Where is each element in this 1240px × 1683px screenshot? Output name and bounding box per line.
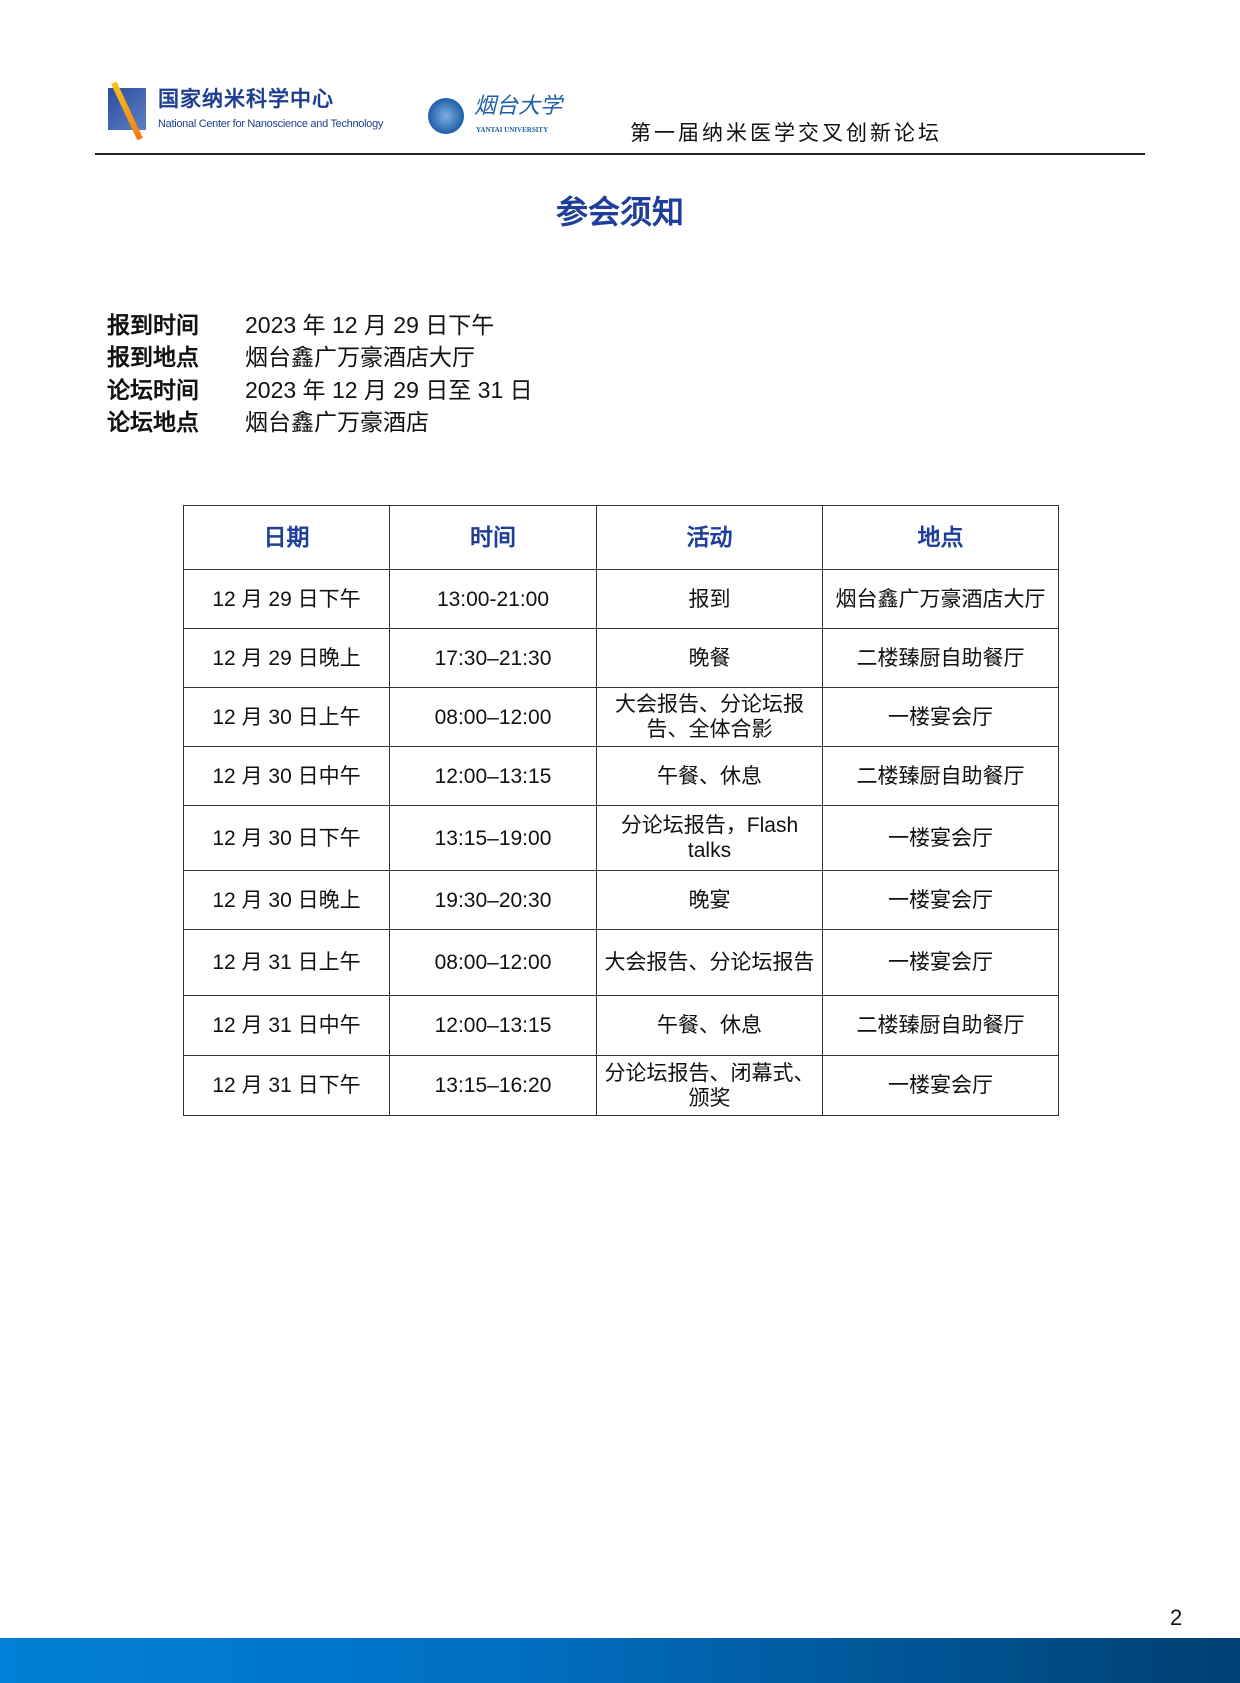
info-row: 论坛时间 2023 年 12 月 29 日至 31 日 (107, 376, 533, 404)
cell-time: 13:00-21:00 (389, 569, 597, 629)
ncnst-logo: 国家纳米科学中心 National Center for Nanoscience… (108, 82, 413, 144)
info-value: 烟台鑫广万豪酒店 (245, 409, 429, 435)
table-row: 12 月 31 日上午 08:00–12:00 大会报告、分论坛报告 一楼宴会厅 (183, 929, 1059, 996)
info-value: 2023 年 12 月 29 日下午 (245, 312, 495, 338)
ncnst-emblem-icon (108, 88, 146, 130)
cell-location: 一楼宴会厅 (822, 1055, 1059, 1116)
header-date: 日期 (183, 505, 390, 570)
cell-date: 12 月 31 日中午 (183, 995, 390, 1056)
table-header-row: 日期 时间 活动 地点 (183, 505, 1059, 570)
cell-date: 12 月 30 日晚上 (183, 870, 390, 930)
table-row: 12 月 31 日中午 12:00–13:15 午餐、休息 二楼臻厨自助餐厅 (183, 995, 1059, 1056)
table-row: 12 月 30 日下午 13:15–19:00 分论坛报告，Flash talks 一… (183, 805, 1059, 871)
cell-activity: 晚宴 (596, 870, 823, 930)
info-row: 报到时间 2023 年 12 月 29 日下午 (107, 311, 494, 339)
ytu-name-cn: 烟台大学 (474, 94, 563, 119)
ytu-seal-icon (428, 98, 464, 134)
cell-location: 一楼宴会厅 (822, 687, 1059, 747)
cell-location: 一楼宴会厅 (822, 929, 1059, 996)
cell-time: 12:00–13:15 (389, 746, 597, 806)
page-title: 参会须知 (555, 194, 684, 230)
cell-activity: 大会报告、分论坛报告、全体合影 (596, 687, 823, 747)
info-row: 论坛地点 烟台鑫广万豪酒店 (107, 408, 429, 436)
cell-location: 二楼臻厨自助餐厅 (822, 628, 1059, 688)
cell-date: 12 月 31 日下午 (183, 1055, 390, 1116)
ncnst-name-en: National Center for Nanoscience and Tech… (158, 118, 384, 130)
cell-time: 13:15–19:00 (389, 805, 597, 871)
table-row: 12 月 30 日晚上 19:30–20:30 晚宴 一楼宴会厅 (183, 870, 1059, 930)
cell-time: 12:00–13:15 (389, 995, 597, 1056)
cell-activity: 午餐、休息 (596, 995, 823, 1056)
cell-activity: 分论坛报告，Flash talks (596, 805, 823, 871)
info-value: 烟台鑫广万豪酒店大厅 (245, 344, 475, 370)
table-row: 12 月 29 日下午 13:00-21:00 报到 烟台鑫广万豪酒店大厅 (183, 569, 1059, 629)
footer-bar (0, 1638, 1240, 1683)
info-label: 论坛时间 (107, 377, 199, 403)
cell-time: 08:00–12:00 (389, 929, 597, 996)
page-number: 2 (1170, 1605, 1183, 1630)
info-label: 报到时间 (107, 312, 199, 338)
cell-activity: 分论坛报告、闭幕式、颁奖 (596, 1055, 823, 1116)
cell-activity: 大会报告、分论坛报告 (596, 929, 823, 996)
cell-time: 13:15–16:20 (389, 1055, 597, 1116)
table-row: 12 月 30 日中午 12:00–13:15 午餐、休息 二楼臻厨自助餐厅 (183, 746, 1059, 806)
cell-location: 烟台鑫广万豪酒店大厅 (822, 569, 1059, 629)
cell-time: 19:30–20:30 (389, 870, 597, 930)
info-value: 2023 年 12 月 29 日至 31 日 (245, 377, 533, 403)
cell-time: 17:30–21:30 (389, 628, 597, 688)
header-time: 时间 (389, 505, 597, 570)
cell-date: 12 月 30 日下午 (183, 805, 390, 871)
cell-date: 12 月 29 日下午 (183, 569, 390, 629)
table-row: 12 月 31 日下午 13:15–16:20 分论坛报告、闭幕式、颁奖 一楼宴会厅 (183, 1055, 1059, 1116)
forum-title: 第一届纳米医学交叉创新论坛 (630, 121, 942, 145)
cell-date: 12 月 30 日中午 (183, 746, 390, 806)
info-label: 报到地点 (107, 344, 199, 370)
info-label: 论坛地点 (107, 409, 199, 435)
header-activity: 活动 (596, 505, 823, 570)
cell-location: 二楼臻厨自助餐厅 (822, 746, 1059, 806)
table-row: 12 月 30 日上午 08:00–12:00 大会报告、分论坛报告、全体合影 一楼宴… (183, 687, 1059, 747)
ytu-name-en: YANTAI UNIVERSITY (476, 126, 549, 134)
header-location: 地点 (822, 505, 1059, 570)
cell-activity: 报到 (596, 569, 823, 629)
table-row: 12 月 29 日晚上 17:30–21:30 晚餐 二楼臻厨自助餐厅 (183, 628, 1059, 688)
schedule-table: 日期 时间 活动 地点 12 月 29 日下午 13:00-21:00 报到 烟台鑫广… (183, 505, 1059, 1116)
cell-location: 一楼宴会厅 (822, 805, 1059, 871)
cell-activity: 晚餐 (596, 628, 823, 688)
cell-date: 12 月 30 日上午 (183, 687, 390, 747)
ncnst-name-cn: 国家纳米科学中心 (158, 88, 334, 111)
cell-location: 一楼宴会厅 (822, 870, 1059, 930)
cell-date: 12 月 31 日上午 (183, 929, 390, 996)
cell-time: 08:00–12:00 (389, 687, 597, 747)
info-row: 报到地点 烟台鑫广万豪酒店大厅 (107, 343, 475, 371)
cell-date: 12 月 29 日晚上 (183, 628, 390, 688)
ytu-logo: 烟台大学 YANTAI UNIVERSITY (428, 94, 568, 140)
cell-location: 二楼臻厨自助餐厅 (822, 995, 1059, 1056)
header-divider (95, 153, 1145, 155)
cell-activity: 午餐、休息 (596, 746, 823, 806)
